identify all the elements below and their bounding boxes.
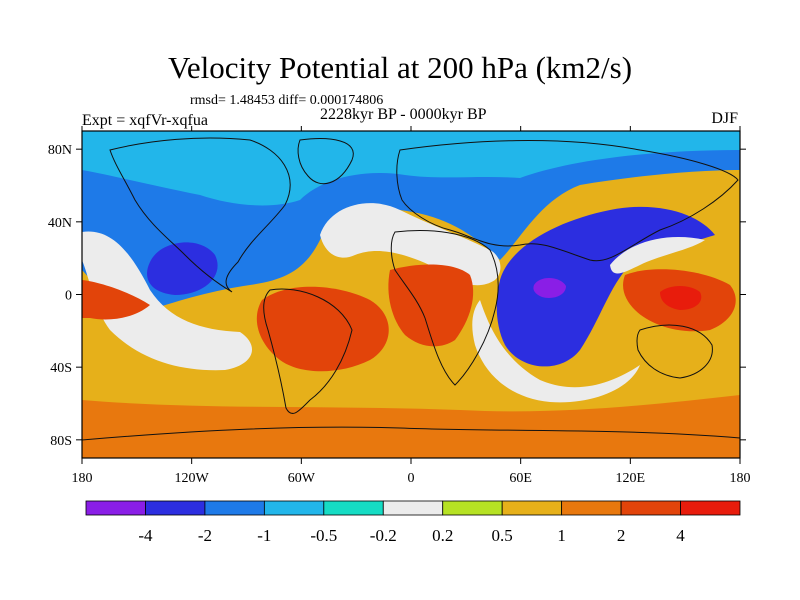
colorbar-label: -2: [198, 526, 212, 545]
colorbar: -4 -2 -1 -0.5 -0.2 0.2 0.5 1 2 4: [85, 500, 741, 545]
x-tick-label: 120E: [616, 471, 646, 486]
colorbar-segment: [145, 500, 206, 516]
x-tick-label: 60W: [288, 471, 316, 486]
colorbar-label: -1: [257, 526, 271, 545]
colorbar-label: 4: [676, 526, 685, 545]
colorbar-segment: [263, 500, 325, 516]
x-tick-label: 180: [72, 471, 93, 486]
colorbar-segment: [561, 500, 622, 516]
colorbar-label: 0.5: [492, 526, 513, 545]
colorbar-segment: [323, 500, 384, 516]
colorbar-segment: [85, 500, 146, 516]
colorbar-segment: [204, 500, 265, 516]
colorbar-label: -0.2: [370, 526, 397, 545]
region-east-pacific-negative-center: [147, 242, 218, 295]
x-tick-label: 0: [408, 471, 415, 486]
contour-fields: [82, 131, 740, 458]
region-white-band-atlantic: [320, 203, 501, 286]
colorbar-label: -4: [138, 526, 153, 545]
y-tick-label: 40S: [50, 361, 72, 376]
eurasia-outline: [396, 140, 739, 262]
stats-label: rmsd= 1.48453 diff= 0.000174806: [190, 93, 384, 108]
x-tick-label: 60E: [509, 471, 532, 486]
season-label: DJF: [711, 110, 738, 127]
colorbar-label: 1: [557, 526, 566, 545]
antarctica-outline: [82, 426, 740, 441]
colorbar-segment: [620, 500, 681, 516]
region-west-pacific-positive-edge: [82, 280, 150, 320]
colorbar-label: 0.2: [432, 526, 453, 545]
north-america-outline: [109, 137, 291, 293]
greenland-outline: [297, 138, 354, 185]
colorbar-label: -0.5: [310, 526, 337, 545]
y-tick-label: 40N: [48, 216, 72, 231]
colorbar-segment: [382, 500, 444, 516]
experiment-label: Expt = xqfVr-xqfua: [82, 112, 208, 129]
axes: 180 120W 60W 0 60E 120E 180 80N 40N 0 40S 80S: [48, 126, 751, 486]
region-south-america-positive: [256, 286, 389, 372]
region-arctic-north-band: [82, 131, 740, 206]
y-tick-label: 0: [65, 289, 72, 304]
region-indian-ocean-minimum: [533, 277, 566, 298]
south-america-outline: [263, 288, 353, 414]
colorbar-segment: [442, 500, 503, 516]
coastlines: [82, 137, 740, 441]
y-tick-label: 80N: [48, 143, 72, 158]
colorbar-segment: [680, 500, 741, 516]
region-white-band-pacific: [82, 231, 252, 371]
region-southern-ocean-band: [82, 395, 740, 458]
x-tick-label: 180: [730, 471, 751, 486]
region-white-band-indian: [472, 300, 640, 403]
region-white-band-westpacific: [610, 237, 705, 274]
chart-title: Velocity Potential at 200 hPa (km2/s): [167, 50, 633, 85]
colorbar-segment: [501, 500, 563, 516]
colorbar-label: 2: [617, 526, 626, 545]
australia-outline: [636, 324, 713, 379]
y-tick-label: 80S: [50, 434, 72, 449]
period-label: 2228kyr BP - 0000kyr BP: [320, 106, 487, 123]
x-tick-label: 120W: [175, 471, 210, 486]
region-africa-positive: [388, 264, 474, 347]
region-new-guinea-maximum: [660, 286, 702, 310]
africa-outline: [390, 230, 499, 386]
